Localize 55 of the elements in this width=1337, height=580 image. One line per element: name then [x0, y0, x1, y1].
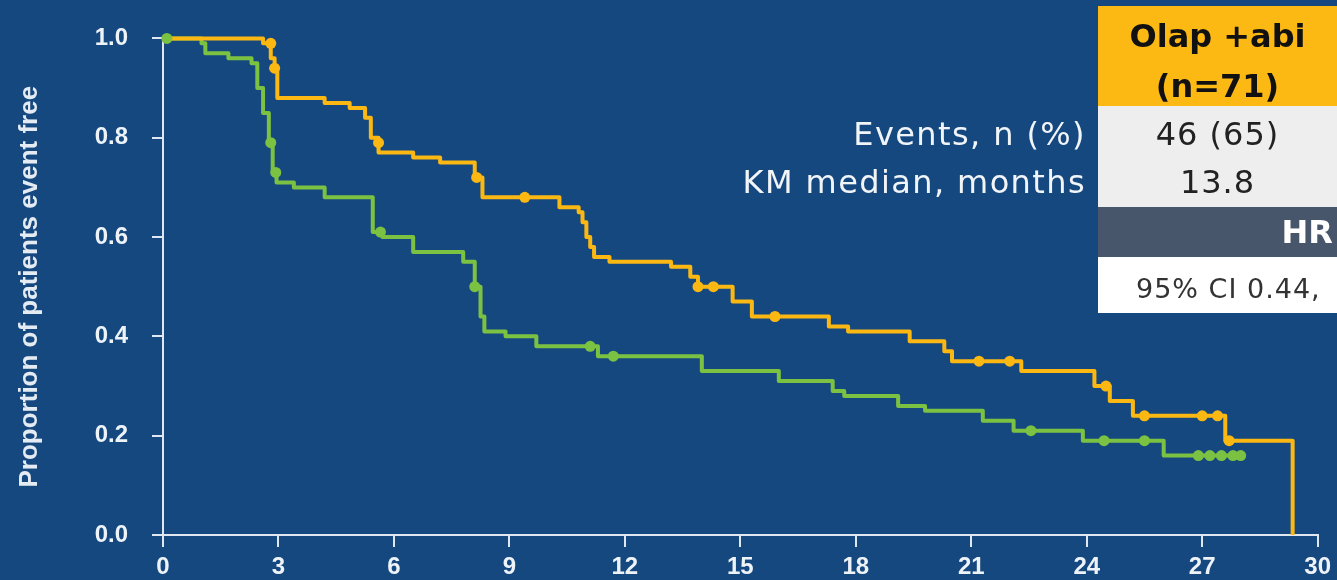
point [471, 171, 483, 183]
point [1215, 450, 1227, 462]
point [265, 137, 277, 149]
point [1223, 435, 1235, 447]
point [607, 350, 619, 362]
y-tick-label: 0.8 [94, 122, 128, 150]
y-tick-label: 0.2 [94, 420, 128, 448]
x-tick-label: 3 [271, 552, 286, 580]
annotation: 95% CI 0.44, [1136, 272, 1321, 306]
x-tick-label: 18 [842, 552, 870, 580]
point [1004, 355, 1016, 367]
point [469, 281, 481, 293]
point [374, 226, 386, 238]
y-axis-title: Proportion of patients event free [12, 85, 43, 488]
point [269, 62, 281, 74]
x-tick-label: 21 [957, 552, 985, 580]
y-tick-label: 0.0 [94, 519, 128, 547]
point [1196, 410, 1208, 422]
point [1098, 435, 1110, 447]
point [519, 191, 531, 203]
point [161, 32, 173, 44]
x-tick-label: 12 [611, 552, 639, 580]
annotation: 13.8 [1179, 162, 1256, 203]
point [973, 355, 985, 367]
point [1235, 450, 1247, 462]
x-tick-label: 6 [387, 552, 401, 580]
y-tick-label: 0.6 [94, 221, 128, 249]
x-tick-label: 9 [502, 552, 517, 580]
x-tick-label: 0 [156, 552, 170, 580]
annotation: Events, n (%) [853, 114, 1086, 155]
annotation: Olap +abi [1129, 16, 1306, 57]
point [1100, 380, 1112, 392]
annotation: 46 (65) [1155, 114, 1280, 155]
point [1025, 425, 1037, 437]
point [373, 137, 385, 149]
point [707, 281, 719, 293]
point [1138, 410, 1150, 422]
point [769, 311, 781, 322]
y-tick-label: 0.4 [94, 320, 129, 348]
annotation: HR [1281, 212, 1333, 253]
x-tick-label: 15 [726, 552, 754, 580]
point [265, 37, 277, 49]
point [1212, 410, 1224, 422]
point [270, 166, 282, 178]
y-tick-label: 1.0 [94, 23, 128, 51]
annotation: KM median, months [742, 162, 1086, 203]
x-tick-label: 27 [1188, 552, 1216, 580]
point [692, 281, 704, 293]
x-tick-label: 30 [1304, 552, 1331, 580]
point [1192, 450, 1204, 462]
point [1138, 435, 1150, 447]
x-tick-label: 24 [1073, 552, 1101, 580]
point [584, 340, 596, 352]
point [1204, 450, 1216, 462]
annotation: (n=71) [1155, 66, 1280, 107]
